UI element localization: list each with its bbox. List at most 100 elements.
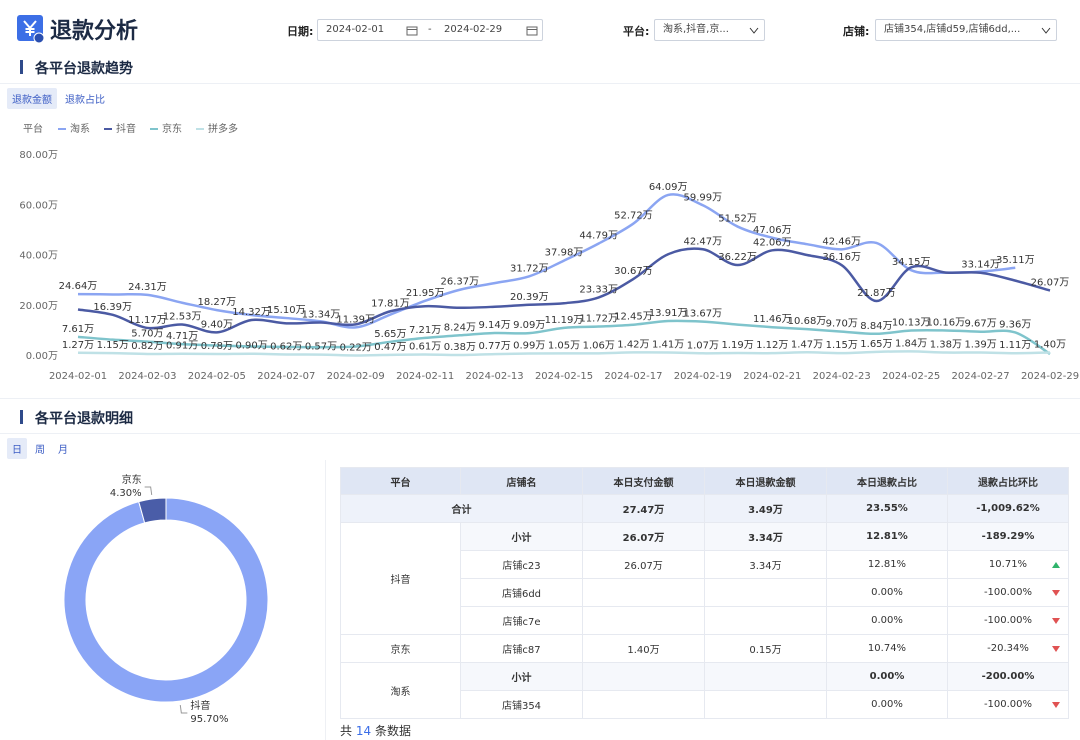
data-label: 1.15万 bbox=[97, 340, 129, 351]
cell bbox=[704, 606, 827, 635]
column-header: 店铺名 bbox=[460, 467, 583, 495]
cell-text: 0.00% bbox=[871, 699, 903, 710]
date-start: 2024-02-01 bbox=[326, 24, 385, 35]
header-row: 平台 店铺名 本日支付金额 本日退款金额 本日退款占比 退款占比环比 bbox=[340, 467, 1069, 495]
data-label: 0.62万 bbox=[270, 341, 302, 352]
calendar-icon bbox=[526, 26, 538, 36]
data-label: 51.52万 bbox=[718, 214, 757, 225]
cell-text: -100.00% bbox=[983, 587, 1033, 598]
data-label: 0.22万 bbox=[340, 342, 372, 353]
tab[interactable]: 月 bbox=[58, 445, 68, 456]
data-label: 1.65万 bbox=[860, 339, 892, 350]
cell: -100.00% bbox=[947, 578, 1069, 607]
data-label: 4.71万 bbox=[166, 331, 198, 342]
data-label: 15.10万 bbox=[267, 305, 306, 316]
cell: 店铺c87 bbox=[460, 634, 583, 663]
tab[interactable]: 周 bbox=[35, 445, 45, 456]
date-range[interactable]: 2024-02-01 - 2024-02-29 bbox=[317, 19, 543, 41]
column-header: 本日退款金额 bbox=[704, 467, 827, 495]
data-label: 21.95万 bbox=[406, 288, 445, 299]
cell: -100.00% bbox=[947, 606, 1069, 635]
cell-text: 23.55% bbox=[866, 503, 908, 514]
divider bbox=[0, 398, 1080, 399]
tab[interactable]: 退款占比 bbox=[65, 95, 105, 106]
table-row: 店铺c23 26.07万 3.34万 12.81% 10.71% bbox=[341, 550, 1069, 579]
cell-text: 10.71% bbox=[988, 559, 1028, 570]
data-label: 36.22万 bbox=[718, 252, 757, 263]
cell-text: -1,009.62% bbox=[976, 503, 1040, 514]
cell: 店铺6dd bbox=[460, 578, 583, 607]
data-label: 36.16万 bbox=[822, 252, 861, 263]
data-label: 5.65万 bbox=[374, 329, 406, 340]
cell: 23.55% bbox=[826, 494, 948, 523]
data-label: 10.16万 bbox=[927, 317, 966, 328]
tab[interactable]: 日 bbox=[7, 438, 27, 459]
x-tick-label: 2024-02-05 bbox=[188, 371, 246, 382]
data-label: 30.67万 bbox=[614, 266, 653, 277]
row-count: 14 bbox=[355, 724, 372, 738]
total-row: 合计 27.47万 3.49万 23.55% -1,009.62% bbox=[340, 494, 1069, 523]
cell: 26.07万 bbox=[582, 522, 705, 551]
footer-text: 条数据 bbox=[374, 724, 411, 738]
data-label: 0.90万 bbox=[235, 341, 267, 352]
data-label: 21.87万 bbox=[857, 288, 896, 299]
app-icon bbox=[17, 15, 45, 43]
data-label: 7.61万 bbox=[62, 324, 94, 335]
y-tick-label: 20.00万 bbox=[19, 301, 58, 312]
data-label: 0.99万 bbox=[513, 341, 545, 352]
tab[interactable]: 退款金额 bbox=[7, 88, 57, 109]
section-marker bbox=[20, 60, 23, 74]
cell-text: 26.07万 bbox=[622, 533, 665, 544]
data-label: 1.05万 bbox=[548, 340, 580, 351]
data-label: 1.39万 bbox=[964, 340, 996, 351]
data-label: 0.78万 bbox=[201, 341, 233, 352]
data-label: 0.77万 bbox=[478, 341, 510, 352]
data-label: 1.27万 bbox=[62, 340, 94, 351]
cell-text: 3.34万 bbox=[749, 561, 782, 572]
platform-select[interactable]: 淘系,抖音,京... bbox=[654, 19, 765, 41]
cell: -189.29% bbox=[947, 522, 1069, 551]
y-tick-label: 60.00万 bbox=[19, 200, 58, 211]
data-label: 17.81万 bbox=[371, 298, 410, 309]
data-label: 10.13万 bbox=[892, 318, 931, 329]
trend-arrow bbox=[1052, 590, 1060, 596]
x-tick-label: 2024-02-27 bbox=[952, 371, 1010, 382]
data-label: 10.68万 bbox=[788, 316, 827, 327]
cell-text: 27.47万 bbox=[622, 505, 665, 516]
cell: 合计 bbox=[340, 494, 583, 523]
x-tick-label: 2024-02-13 bbox=[466, 371, 524, 382]
shop-select[interactable]: 店铺354,店铺d59,店铺6dd,... bbox=[875, 19, 1057, 41]
cell-text: -20.34% bbox=[987, 643, 1029, 654]
data-label: 52.72万 bbox=[614, 211, 653, 222]
x-tick-label: 2024-02-29 bbox=[1021, 371, 1079, 382]
cell: 店铺354 bbox=[460, 690, 583, 719]
cell: 0.00% bbox=[826, 662, 948, 691]
cell: 0.00% bbox=[826, 690, 948, 719]
cell: 10.74% bbox=[826, 634, 948, 663]
cell: -1,009.62% bbox=[947, 494, 1069, 523]
data-label: 11.39万 bbox=[336, 314, 375, 325]
page-title: 退款分析 bbox=[50, 19, 139, 44]
data-label: 8.84万 bbox=[860, 321, 892, 332]
table-row: 店铺c7e 0.00% -100.00% bbox=[341, 606, 1069, 635]
data-label: 1.47万 bbox=[791, 339, 823, 350]
data-label: 1.07万 bbox=[687, 340, 719, 351]
data-label: 1.06万 bbox=[583, 340, 615, 351]
data-label: 31.72万 bbox=[510, 263, 549, 274]
table-row: 店铺6dd 0.00% -100.00% bbox=[341, 578, 1069, 607]
data-label: 0.82万 bbox=[131, 341, 163, 352]
data-label: 1.84万 bbox=[895, 338, 927, 349]
cell bbox=[704, 578, 827, 607]
data-label: 0.61万 bbox=[409, 341, 441, 352]
cell-text: 12.81% bbox=[866, 531, 908, 542]
data-label: 37.98万 bbox=[545, 248, 584, 259]
pie-label: 抖音 bbox=[190, 699, 210, 712]
data-label: 5.70万 bbox=[131, 329, 163, 340]
legend-title: 平台 bbox=[23, 122, 43, 135]
cell: 3.34万 bbox=[704, 522, 827, 551]
cell: 26.07万 bbox=[582, 550, 705, 579]
x-tick-label: 2024-02-01 bbox=[49, 371, 107, 382]
cell: -100.00% bbox=[947, 690, 1069, 719]
data-label: 14.32万 bbox=[232, 307, 271, 318]
x-tick-label: 2024-02-09 bbox=[327, 371, 385, 382]
